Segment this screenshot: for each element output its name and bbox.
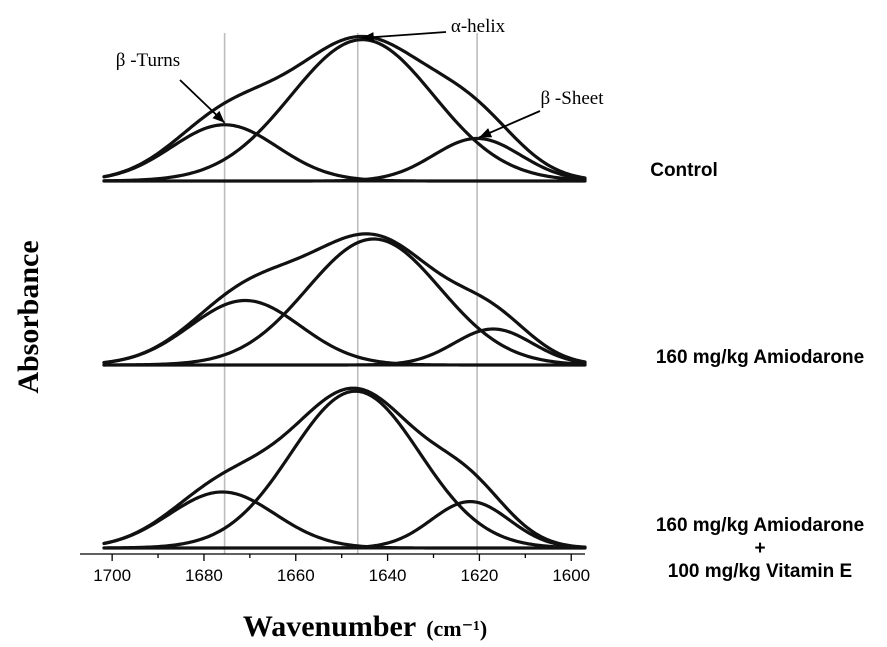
component-curve-sheet <box>102 136 587 183</box>
sample-label-line: + <box>754 538 765 559</box>
guide-lines <box>223 33 478 554</box>
component-curve-turns <box>102 298 587 367</box>
sample-label: Control <box>650 160 718 181</box>
annotation-label: β -Sheet <box>541 88 605 109</box>
x-axis: 1700 1680 1660 1640 1620 1600 <box>80 553 590 585</box>
envelope-curve <box>102 386 587 549</box>
sample-label-line: 160 mg/kg Amiodarone <box>656 515 864 536</box>
x-tick-label: 1640 <box>369 566 407 585</box>
panel-3 <box>102 386 587 550</box>
sample-label: 160 mg/kg Amiodarone <box>656 347 864 368</box>
component-curve-turns <box>102 123 587 183</box>
curve-layer <box>102 34 587 550</box>
annotation-arrowhead <box>212 110 225 123</box>
component-curve-sheet <box>102 327 587 367</box>
x-tick-label: 1700 <box>93 566 131 585</box>
x-tick-label: 1680 <box>185 566 223 585</box>
sample-label: 160 mg/kg Amiodarone +100 mg/kg Vitamin E <box>656 515 864 582</box>
sample-label-line: Control <box>650 160 718 181</box>
x-axis-title: Wavenumber (cm⁻¹) <box>243 610 487 643</box>
component-curve-helix <box>102 38 587 183</box>
annotation-label: α-helix <box>451 16 506 37</box>
x-tick-label: 1660 <box>277 566 315 585</box>
annotation-arrow <box>361 31 447 39</box>
envelope-curve <box>102 232 587 365</box>
component-curve-sheet <box>102 500 587 550</box>
component-curve-turns <box>102 490 587 550</box>
sample-label-line: 160 mg/kg Amiodarone <box>656 347 864 368</box>
sample-label-line: 100 mg/kg Vitamin E <box>668 561 852 582</box>
y-axis-title: Absorbance <box>12 240 45 393</box>
component-curve-helix <box>102 237 587 367</box>
component-curve-helix <box>102 389 587 550</box>
panel-2 <box>102 232 587 367</box>
annotation-arrowhead <box>479 128 493 138</box>
annotation-label: β -Turns <box>116 50 180 71</box>
annotations: β -Turns α-helix β -Sheet <box>116 16 605 139</box>
x-tick-label: 1620 <box>460 566 498 585</box>
x-tick-label: 1600 <box>552 566 590 585</box>
annotation-arrowhead <box>361 32 375 43</box>
